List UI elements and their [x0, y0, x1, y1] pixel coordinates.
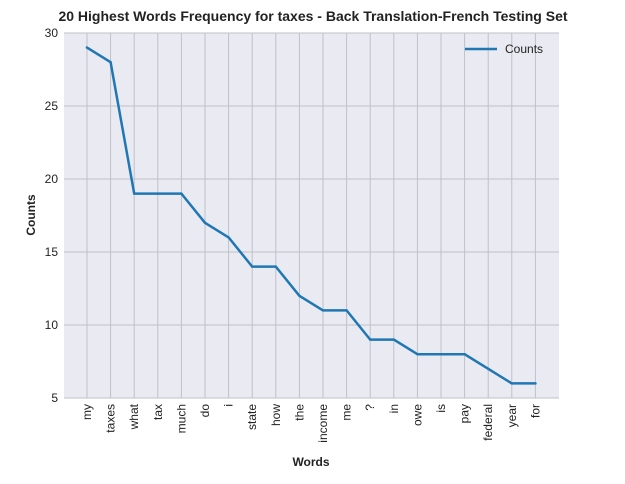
data-point — [180, 192, 183, 195]
x-tick-label: the — [292, 404, 306, 421]
x-tick-label: in — [387, 404, 401, 413]
data-point — [298, 294, 301, 297]
x-tick-label: year — [505, 404, 519, 427]
data-point — [227, 236, 230, 239]
y-axis: 5 10 15 20 25 30 — [45, 26, 59, 405]
y-tick-label: 10 — [45, 318, 59, 332]
x-axis: my taxes what tax much do i state how the income me… — [80, 403, 542, 442]
x-tick-label: is — [434, 404, 448, 413]
data-point — [439, 353, 443, 356]
x-tick-label: what — [127, 403, 141, 430]
series-layer — [85, 46, 537, 385]
data-point — [156, 192, 159, 195]
data-point — [251, 265, 254, 268]
y-tick-label: 5 — [51, 391, 58, 405]
data-point — [487, 367, 490, 370]
x-tick-label: how — [269, 404, 283, 426]
x-tick-label: me — [340, 404, 354, 421]
chart-title: 20 Highest Words Frequency for taxes - B… — [58, 8, 567, 24]
plot-area — [64, 33, 559, 398]
data-point — [510, 382, 513, 385]
x-tick-label: do — [198, 404, 212, 418]
y-tick-label: 30 — [45, 26, 59, 40]
data-point — [109, 61, 112, 64]
x-tick-label: state — [245, 404, 259, 430]
x-tick-label: much — [174, 404, 188, 433]
data-point — [392, 338, 395, 341]
data-point — [369, 338, 372, 341]
x-tick-label: taxes — [104, 404, 118, 433]
y-tick-label: 15 — [45, 245, 59, 259]
data-point — [463, 353, 466, 356]
x-tick-label: for — [528, 404, 542, 418]
data-point — [345, 309, 348, 312]
data-point — [321, 309, 325, 312]
x-tick-label: pay — [458, 404, 472, 423]
x-tick-label: tax — [151, 404, 165, 420]
y-tick-label: 25 — [45, 99, 59, 113]
data-point — [274, 265, 277, 268]
y-tick-label: 20 — [45, 172, 59, 186]
data-point — [133, 192, 136, 195]
x-tick-label: owe — [410, 404, 424, 426]
legend-label: Counts — [505, 42, 543, 56]
x-axis-label: Words — [292, 455, 329, 469]
data-point — [203, 221, 207, 224]
x-tick-label: my — [80, 404, 94, 420]
data-point — [85, 46, 89, 49]
x-tick-label: ? — [363, 404, 377, 411]
series-line — [85, 46, 537, 385]
x-tick-label: i — [222, 404, 236, 407]
x-tick-label: federal — [481, 404, 495, 441]
x-tick-label: income — [316, 404, 330, 443]
y-axis-label: Counts — [24, 194, 38, 236]
data-point — [534, 382, 537, 385]
grid — [64, 32, 559, 399]
data-point — [416, 353, 419, 356]
legend: Counts — [465, 42, 543, 56]
